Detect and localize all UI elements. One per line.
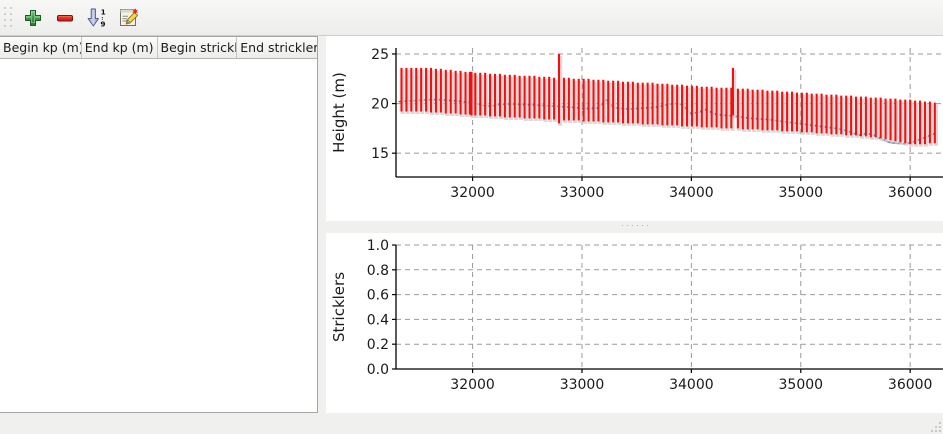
grip-dot	[4, 24, 6, 27]
svg-text:33000: 33000	[560, 377, 605, 393]
svg-text:33000: 33000	[560, 185, 605, 201]
grip-dot	[10, 18, 12, 21]
svg-text:34000: 34000	[669, 185, 714, 201]
svg-text:15: 15	[371, 146, 389, 162]
svg-text:20: 20	[371, 97, 389, 113]
svg-text:1.0: 1.0	[367, 238, 389, 254]
height-profile-chart[interactable]: 15 20 25 32000 33000 34000 35000 36000 Height (m…	[326, 36, 943, 221]
grip-dot	[4, 6, 6, 9]
svg-text:34000: 34000	[669, 377, 714, 393]
svg-text:1: 1	[101, 7, 106, 16]
zones-table-panel: Begin kp (m) End kp (m) Begin strickle E…	[0, 36, 318, 413]
grip-dot	[10, 12, 12, 15]
sort-button[interactable]: 1 9	[82, 3, 112, 33]
svg-text:32000: 32000	[450, 185, 495, 201]
status-bar	[0, 413, 943, 434]
svg-text:0.2: 0.2	[367, 337, 389, 353]
grip-dot	[4, 12, 6, 15]
table-body[interactable]	[0, 59, 317, 412]
svg-text:0.0: 0.0	[367, 362, 389, 378]
minus-icon	[57, 14, 73, 21]
grip-dot	[10, 6, 12, 9]
height-profile-plot: 15 20 25 32000 33000 34000 35000 36000 Height (m…	[326, 36, 943, 221]
grip-dot	[10, 24, 12, 27]
svg-text:35000: 35000	[779, 377, 824, 393]
svg-text:Stricklers: Stricklers	[330, 272, 348, 342]
toolbar: 1 9	[0, 0, 943, 36]
svg-text:9: 9	[100, 19, 105, 28]
svg-text:25: 25	[371, 47, 389, 63]
resize-grip[interactable]	[929, 420, 941, 432]
svg-text:32000: 32000	[450, 377, 495, 393]
edit-button[interactable]	[114, 3, 144, 33]
svg-text:36000: 36000	[888, 185, 933, 201]
sort-ascending-numeric-icon: 1 9	[87, 7, 106, 28]
stricklers-chart[interactable]: 0.0 0.2 0.4 0.6 0.8 1.0 32000 33000 34000 35000 36…	[326, 233, 943, 413]
splitter-grip	[621, 224, 648, 230]
horizontal-splitter[interactable]	[326, 221, 943, 233]
svg-text:0.8: 0.8	[367, 263, 389, 279]
plus-icon	[25, 9, 41, 26]
table-header-row: Begin kp (m) End kp (m) Begin strickle E…	[0, 37, 317, 59]
toolbar-drag-handle[interactable]	[3, 6, 14, 30]
svg-text:0.4: 0.4	[367, 312, 389, 328]
stricklers-plot: 0.0 0.2 0.4 0.6 0.8 1.0 32000 33000 34000 35000 36…	[326, 233, 943, 413]
column-header-begin-strickler[interactable]: Begin strickle	[157, 37, 238, 58]
svg-text:36000: 36000	[888, 377, 933, 393]
svg-text:Height (m): Height (m)	[330, 72, 348, 153]
charts-container: 15 20 25 32000 33000 34000 35000 36000 Height (m…	[326, 36, 943, 413]
column-header-begin-kp[interactable]: Begin kp (m)	[0, 37, 82, 58]
vertical-splitter[interactable]	[318, 36, 326, 413]
remove-row-button[interactable]	[50, 3, 80, 33]
edit-note-icon	[120, 7, 139, 26]
column-header-end-strickler[interactable]: End strickler	[237, 37, 317, 58]
column-header-end-kp[interactable]: End kp (m)	[81, 37, 158, 58]
svg-text:0.6: 0.6	[367, 288, 389, 304]
add-row-button[interactable]	[18, 3, 48, 33]
grip-dot	[4, 18, 6, 21]
svg-text:35000: 35000	[779, 185, 824, 201]
